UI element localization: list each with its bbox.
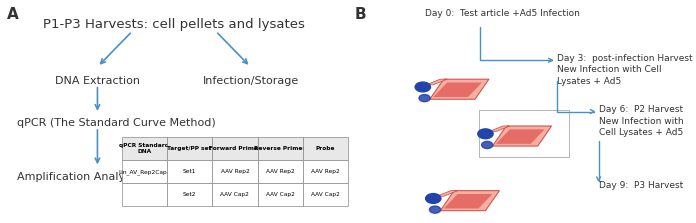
- Polygon shape: [496, 129, 544, 144]
- Text: Day 3:  post-infection Harvest
New Infection with Cell
Lysates + Ad5: Day 3: post-infection Harvest New Infect…: [557, 54, 693, 86]
- Text: qPCR (The Standard Curve Method): qPCR (The Standard Curve Method): [17, 118, 216, 128]
- Polygon shape: [492, 126, 551, 146]
- Polygon shape: [433, 83, 482, 97]
- Circle shape: [415, 82, 430, 92]
- Text: P1-P3 Harvests: cell pellets and lysates: P1-P3 Harvests: cell pellets and lysates: [43, 18, 305, 31]
- FancyBboxPatch shape: [479, 110, 569, 157]
- Circle shape: [425, 194, 441, 203]
- Text: Day 0:  Test article +Ad5 Infection: Day 0: Test article +Ad5 Infection: [425, 9, 580, 18]
- Text: Infection/Storage: Infection/Storage: [203, 76, 299, 86]
- Polygon shape: [437, 191, 458, 196]
- Text: Amplification Analysis: Amplification Analysis: [17, 172, 140, 182]
- Circle shape: [419, 95, 430, 102]
- Circle shape: [477, 129, 493, 139]
- Polygon shape: [444, 194, 492, 209]
- Circle shape: [429, 206, 441, 213]
- Polygon shape: [489, 126, 509, 132]
- Polygon shape: [429, 79, 489, 99]
- Circle shape: [482, 141, 493, 149]
- Text: Day 9:  P3 Harvest: Day 9: P3 Harvest: [599, 181, 683, 190]
- Text: DNA Extraction: DNA Extraction: [55, 76, 140, 86]
- Text: Day 6:  P2 Harvest
New Infection with
Cell Lysates + Ad5: Day 6: P2 Harvest New Infection with Cel…: [599, 105, 683, 137]
- Polygon shape: [440, 191, 500, 211]
- Polygon shape: [426, 79, 447, 85]
- Text: B: B: [355, 7, 367, 22]
- Text: A: A: [7, 7, 19, 22]
